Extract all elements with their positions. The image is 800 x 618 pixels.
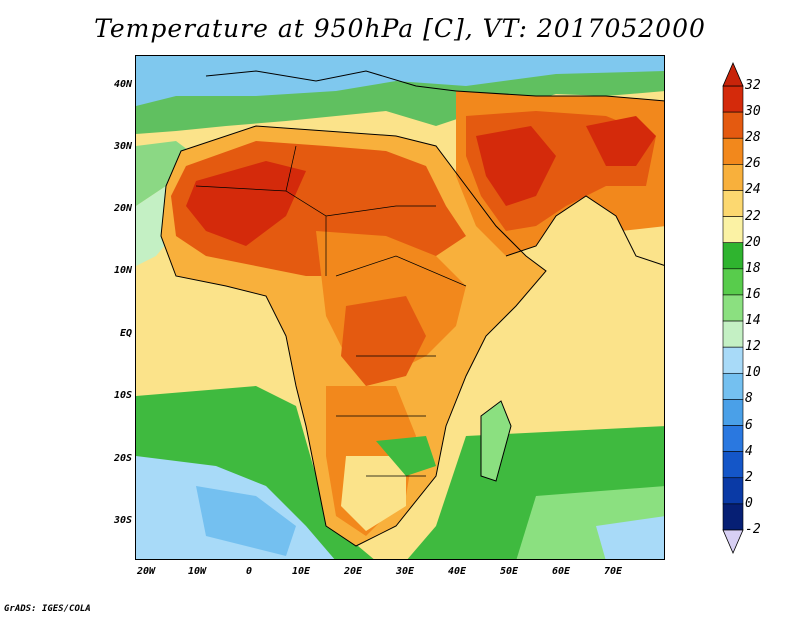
colorbar-segment (722, 85, 744, 113)
colorbar-label: 6 (745, 417, 753, 433)
colorbar-segment (722, 503, 744, 531)
lat-label-30n: 30N (113, 141, 132, 152)
colorbar-bottom-arrow (722, 529, 744, 554)
colorbar-label: 22 (745, 208, 761, 224)
colorbar-segment (722, 451, 744, 479)
colorbar-label: 2 (745, 469, 753, 485)
colorbar-label: 14 (745, 313, 761, 329)
lat-label-10n: 10N (113, 265, 132, 276)
colorbar-segment (722, 137, 744, 165)
colorbar-segment (722, 294, 744, 322)
south-atlantic-deep-blue (196, 486, 296, 556)
colorbar-label: 32 (745, 78, 761, 93)
south-africa-mild (341, 456, 406, 531)
colorbar-label: 18 (745, 260, 761, 276)
country-borders (195, 145, 467, 477)
madagascar-coastline (480, 400, 512, 482)
grads-credit: GrADS: IGES/COLA (4, 604, 91, 614)
lon-label-10w: 10W (187, 566, 207, 577)
colorbar-segment (722, 268, 744, 296)
south-india-mild (621, 226, 664, 295)
south-indian-blue (596, 516, 664, 559)
colorbar (722, 62, 744, 554)
lat-label-10s: 10S (113, 390, 132, 401)
colorbar-label: 26 (745, 156, 761, 172)
colorbar-segment (722, 242, 744, 270)
pakistan-hottest (586, 116, 656, 166)
mozambique-green (376, 436, 436, 476)
colorbar-segment (722, 111, 744, 139)
europe-coastline (205, 70, 457, 92)
colorbar-label: 30 (745, 104, 761, 120)
lat-label-20n: 20N (113, 203, 132, 214)
lon-label-0: 0 (245, 566, 253, 577)
africa-coastline (160, 125, 547, 547)
colorbar-label: -2 (745, 522, 761, 537)
colorbar-label: 8 (745, 391, 753, 407)
colorbar-top-arrow (722, 62, 744, 87)
colorbar-label: 16 (745, 286, 761, 302)
lon-label-40e: 40E (447, 566, 467, 577)
colorbar-segment (722, 190, 744, 217)
lon-label-20w: 20W (136, 566, 156, 577)
colorbar-label: 24 (745, 182, 761, 198)
lat-label-20s: 20S (113, 453, 132, 464)
colorbar-segment (722, 216, 744, 244)
asia-coastline (455, 90, 664, 266)
colorbar-segment (722, 425, 744, 452)
lon-label-10e: 10E (291, 566, 311, 577)
colorbar-label: 12 (745, 339, 761, 355)
madagascar (481, 401, 511, 481)
colorbar-segment (722, 372, 744, 400)
lat-label-30s: 30S (113, 515, 132, 526)
map-title: Temperature at 950hPa [C], VT: 201705200… (94, 14, 706, 43)
colorbar-segment (722, 346, 744, 374)
temperature-map (135, 55, 665, 560)
congo-hot (341, 296, 426, 386)
lat-label-eq: EQ (119, 328, 132, 339)
colorbar-label: 20 (745, 234, 761, 250)
colorbar-segment (722, 320, 744, 348)
lat-label-40n: 40N (113, 79, 132, 90)
lon-label-50e: 50E (499, 566, 519, 577)
colorbar-label: 4 (745, 443, 753, 459)
colorbar-segments (722, 85, 744, 531)
colorbar-segment (722, 164, 744, 191)
lon-label-60e: 60E (551, 566, 571, 577)
colorbar-label: 28 (745, 130, 761, 146)
colorbar-label: 10 (745, 365, 761, 381)
lon-label-20e: 20E (343, 566, 363, 577)
lon-label-70e: 70E (603, 566, 623, 577)
arabia-hottest (476, 126, 556, 206)
colorbar-label: 0 (745, 495, 753, 511)
colorbar-segment (722, 399, 744, 426)
west-sahara-hottest (186, 161, 306, 246)
colorbar-segment (722, 477, 744, 505)
map-svg (136, 56, 664, 559)
lon-label-30e: 30E (395, 566, 415, 577)
